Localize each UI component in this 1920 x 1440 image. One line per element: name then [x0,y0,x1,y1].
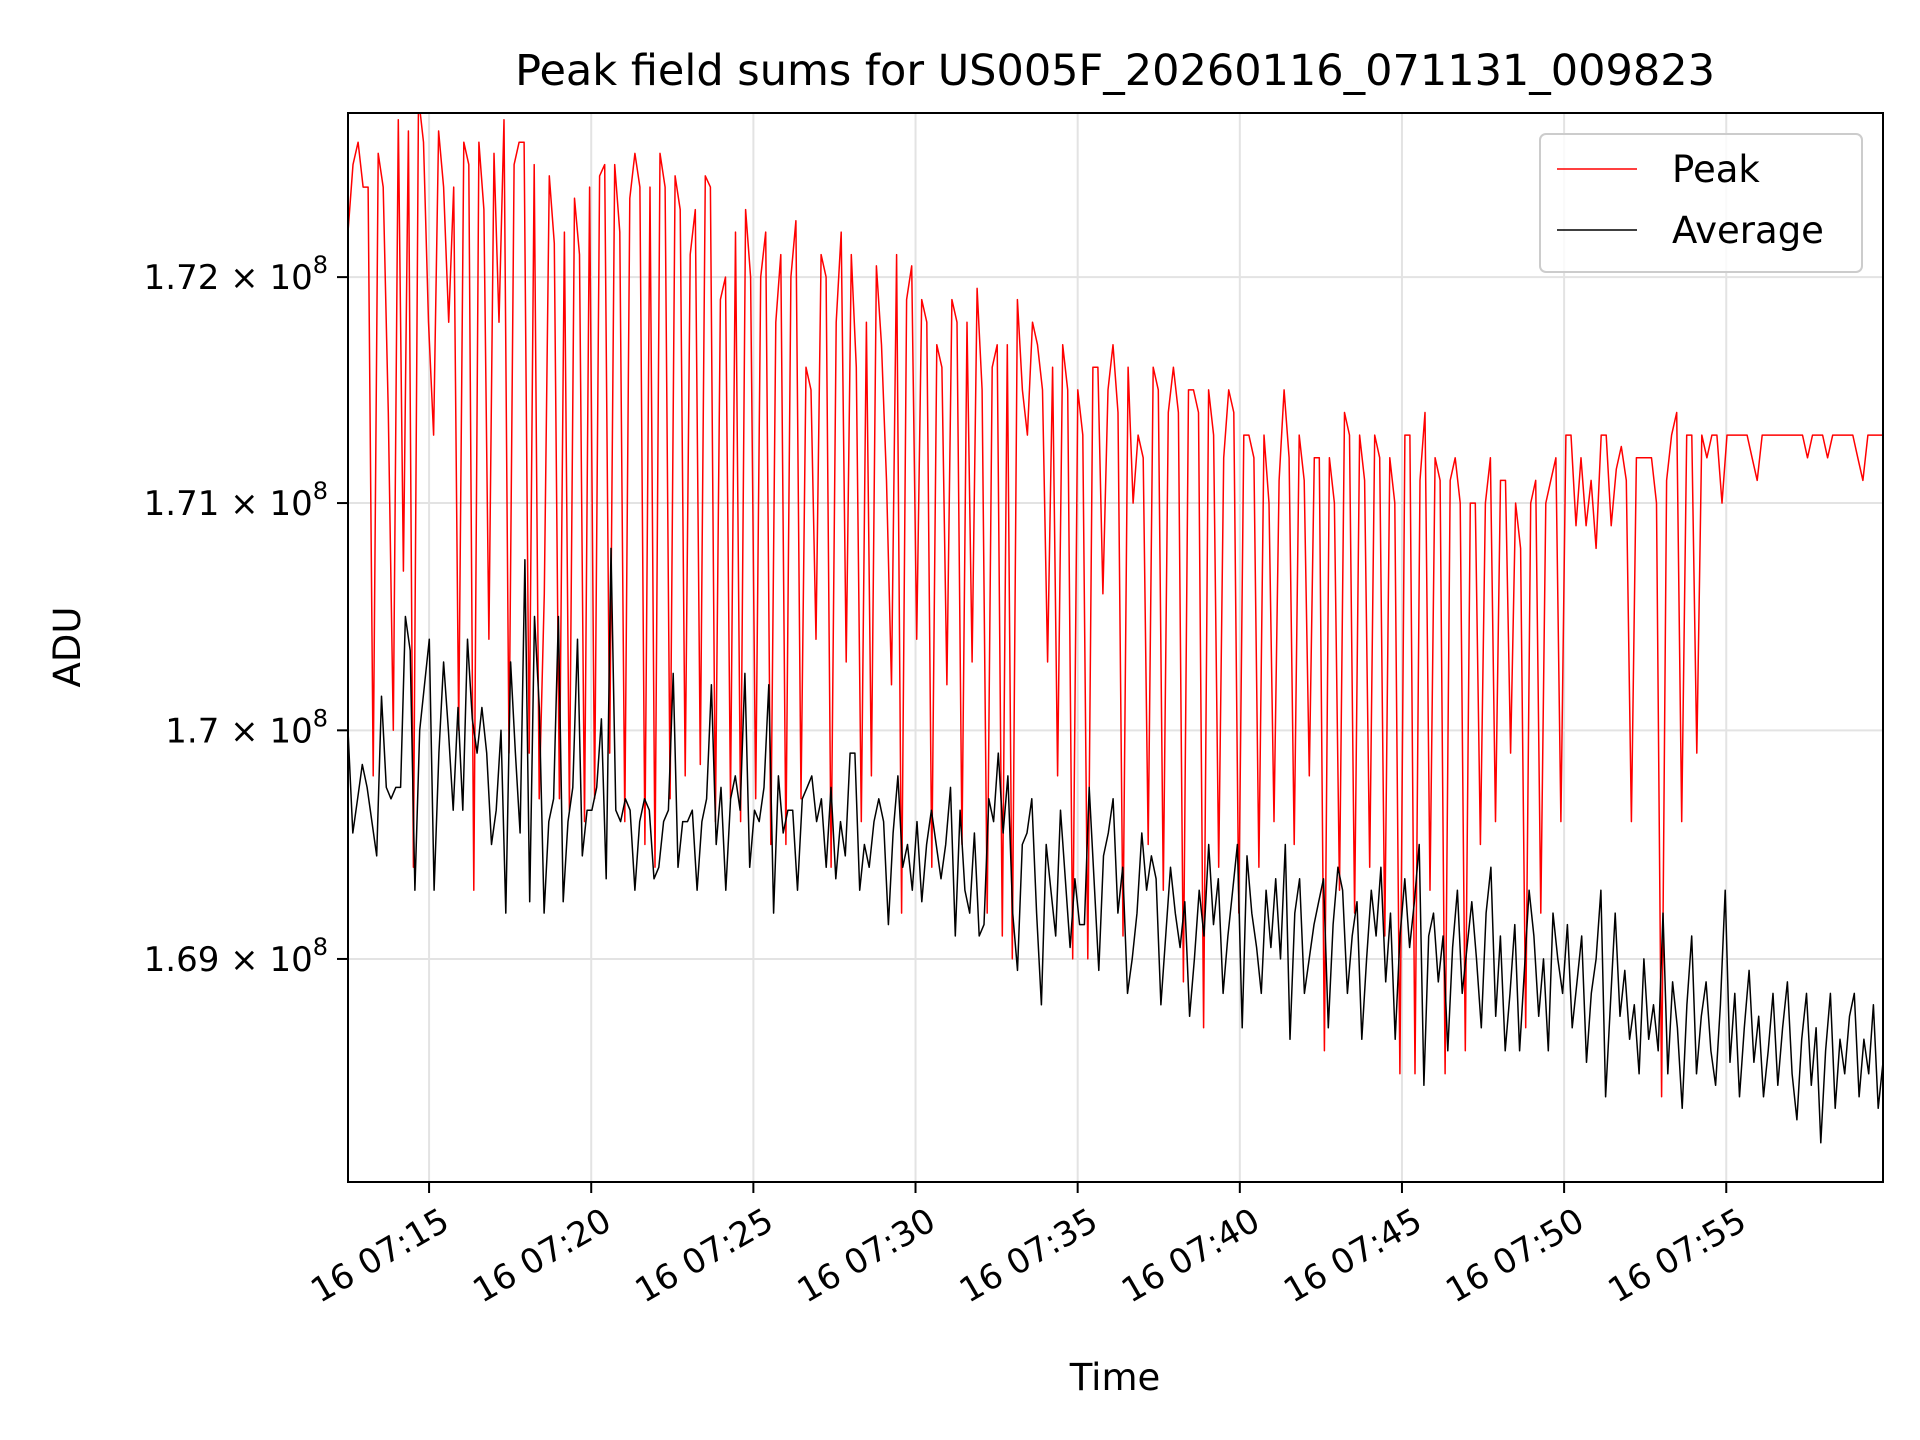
y-tick-label: 1.69 × 108 [144,933,328,980]
y-tick-base: 10 [269,484,312,524]
y-tick-label: 1.72 × 108 [144,251,328,298]
x-axis-label: Time [1069,1356,1161,1399]
y-axis-label: ADU [46,607,89,688]
y-tick-mantissa: 1.72 [144,258,220,298]
y-tick-exponent: 8 [313,251,328,279]
legend-label-average: Average [1672,209,1824,252]
y-tick-times: × [219,258,269,298]
y-tick-exponent: 8 [313,477,328,505]
chart-title: Peak field sums for US005F_20260116_0711… [515,46,1715,96]
series-line-average [348,547,1883,1144]
grid [348,113,1883,1182]
legend-label-peak: Peak [1672,148,1760,191]
y-tick-times: × [219,940,269,980]
y-tick-label: 1.71 × 108 [144,477,328,524]
y-tick-exponent: 8 [313,704,328,732]
y-tick-times: × [219,484,269,524]
y-tick-mantissa: 1.71 [144,484,220,524]
series-layer [348,113,1883,1144]
series-line-peak [348,113,1883,1098]
y-tick-base: 10 [269,940,312,980]
y-tick-times: × [219,711,269,751]
y-tick-mantissa: 1.7 [165,711,219,751]
y-tick-exponent: 8 [313,933,328,961]
y-tick-base: 10 [269,711,312,751]
legend: Peak Average [1539,133,1863,273]
plot-frame [347,112,1884,1183]
y-tick-mantissa: 1.69 [144,940,220,980]
y-tick-base: 10 [269,258,312,298]
y-tick-label: 1.7 × 108 [165,704,328,751]
